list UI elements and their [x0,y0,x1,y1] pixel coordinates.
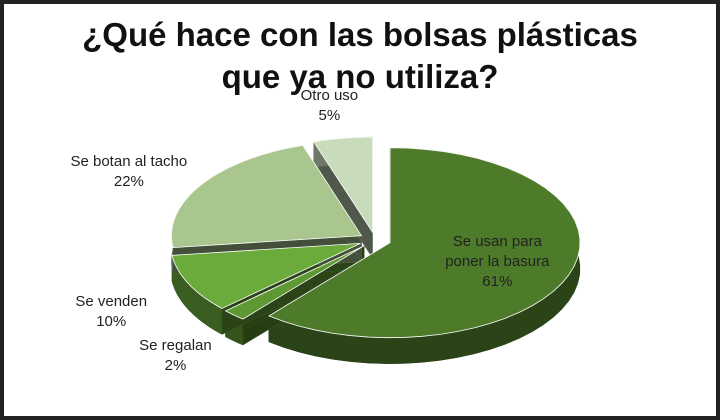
label-text: 5% [318,107,341,125]
slice [171,243,361,309]
slice [313,136,373,234]
label-text: Otro uso [300,87,359,105]
label-text: Se usan para poner la basura [445,233,550,271]
label-text: 61% [482,273,513,291]
slice [171,144,363,249]
chart-title: que ya no utiliza? [222,58,499,95]
chart-title: ¿Qué hace con las bolsas plásticas [82,16,638,53]
data-label: Se regalan 2% [110,336,240,376]
label-text: 10% [96,313,127,331]
slice [268,147,581,339]
label-text: Se botan al tacho [70,152,188,170]
data-label: Se botan al tacho 22% [64,152,194,192]
tops [171,136,581,339]
label-text: Se regalan [139,337,212,355]
data-label: Se venden 10% [46,292,176,332]
slice [224,245,365,320]
label-text: 2% [164,357,187,375]
data-label: Otro uso 5% [264,86,394,126]
label-text: Se venden [75,293,148,311]
data-label: Se usan para poner la basura 61% [432,232,562,292]
label-text: 22% [113,172,144,190]
